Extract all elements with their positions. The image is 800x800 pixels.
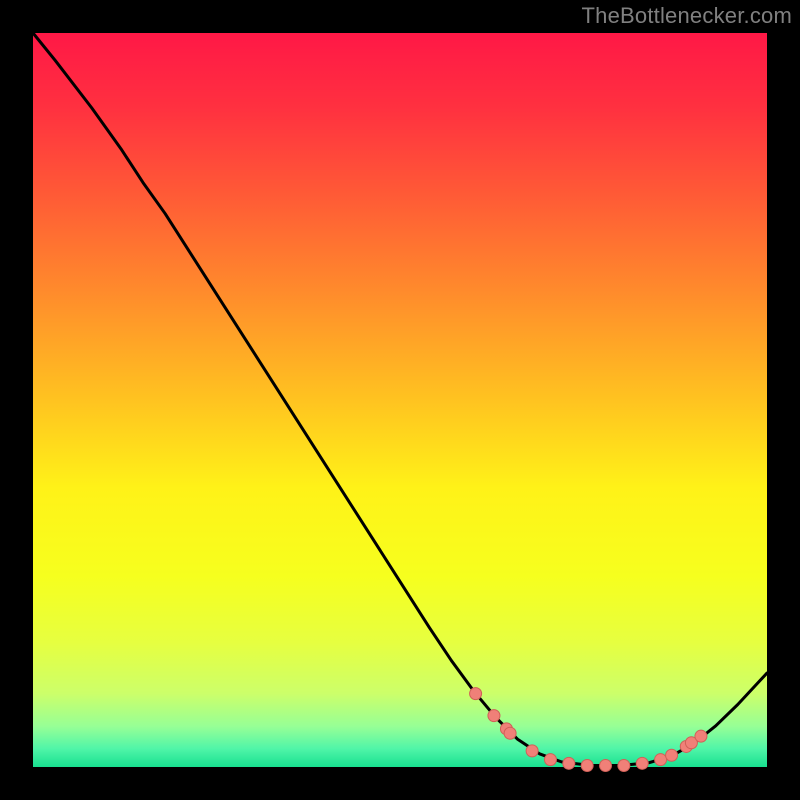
marker-dot <box>470 688 482 700</box>
plot-background <box>33 33 767 767</box>
marker-dot <box>526 745 538 757</box>
marker-dot <box>666 749 678 761</box>
marker-dot <box>600 760 612 772</box>
watermark-text: TheBottlenecker.com <box>582 3 792 29</box>
marker-dot <box>618 760 630 772</box>
bottleneck-curve-chart <box>0 0 800 800</box>
marker-dot <box>581 760 593 772</box>
marker-dot <box>695 730 707 742</box>
marker-dot <box>488 710 500 722</box>
marker-dot <box>544 754 556 766</box>
marker-dot <box>636 757 648 769</box>
chart-frame: TheBottlenecker.com <box>0 0 800 800</box>
marker-dot <box>504 727 516 739</box>
marker-dot <box>655 754 667 766</box>
marker-dot <box>563 757 575 769</box>
